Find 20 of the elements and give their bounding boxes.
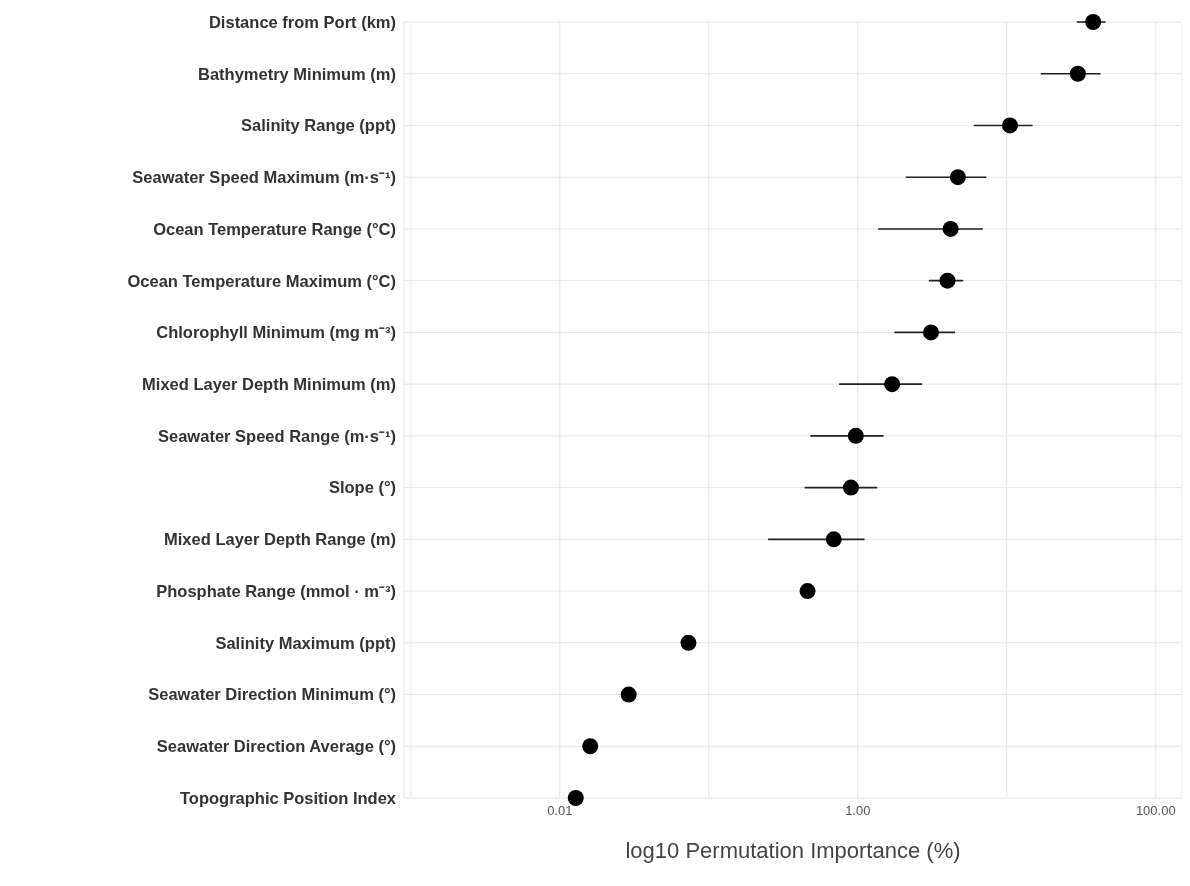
y-tick-label: Seawater Direction Average (°) bbox=[156, 737, 396, 756]
x-tick-label: 0.01 bbox=[547, 803, 573, 819]
y-tick-label: Topographic Position Index bbox=[179, 788, 397, 807]
y-tick-label: Mixed Layer Depth Range (m) bbox=[164, 530, 396, 549]
y-tick-label: Mixed Layer Depth Minimum (m) bbox=[142, 374, 396, 393]
y-tick-label: Slope (°) bbox=[328, 478, 396, 497]
y-tick-label: Salinity Range (ppt) bbox=[241, 116, 396, 135]
y-tick-label: Ocean Temperature Range (°C) bbox=[153, 219, 396, 238]
x-axis-title: log10 Permutation Importance (%) bbox=[625, 838, 961, 863]
y-tick-label: Phosphate Range (mmol · m⁻³) bbox=[156, 581, 396, 600]
x-tick-label: 1.00 bbox=[845, 803, 871, 819]
x-tick-label: 100.00 bbox=[1135, 803, 1176, 819]
y-tick-label: Distance from Port (km) bbox=[208, 12, 396, 31]
y-tick-label: Seawater Direction Minimum (°) bbox=[148, 685, 396, 704]
y-tick-label: Seawater Speed Range (m·s⁻¹) bbox=[158, 426, 396, 445]
y-tick-label: Salinity Maximum (ppt) bbox=[215, 633, 396, 652]
y-tick-label: Seawater Speed Maximum (m·s⁻¹) bbox=[132, 168, 396, 187]
y-tick-label: Chlorophyll Minimum (mg m⁻³) bbox=[156, 323, 396, 342]
y-tick-label: Ocean Temperature Maximum (°C) bbox=[127, 271, 396, 290]
y-tick-label: Bathymetry Minimum (m) bbox=[197, 64, 396, 83]
